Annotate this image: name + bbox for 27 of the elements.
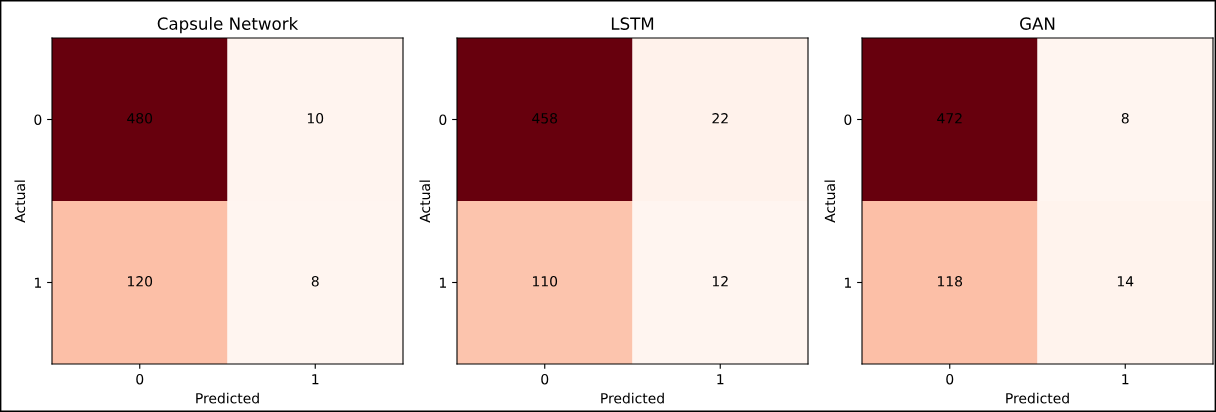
x-tick-label: 1	[312, 374, 319, 385]
data-label: 12	[712, 276, 728, 287]
data-label: 8	[311, 276, 319, 287]
data-label: 120	[128, 276, 153, 287]
x-tick-label: 1	[1122, 374, 1129, 385]
data-label: 118	[938, 276, 963, 287]
x-tick-label: 0	[946, 373, 954, 385]
x-tick-label: 0	[136, 373, 144, 385]
x-tick-label: 0	[541, 373, 549, 385]
x-axis-title: Predicted	[196, 392, 259, 404]
data-label: 8	[1121, 113, 1129, 124]
chart-title: Capsule Network	[157, 17, 299, 34]
x-axis-title: Predicted	[1006, 392, 1069, 404]
y-axis-title: Actual	[14, 180, 26, 223]
data-label: 472	[937, 113, 962, 124]
x-axis-title: Predicted	[601, 392, 664, 404]
data-label: 458	[532, 113, 558, 124]
data-label: 10	[307, 113, 324, 124]
chart-title: LSTM	[611, 17, 654, 30]
y-axis-title: Actual	[419, 180, 431, 223]
chart-title: GAN	[1020, 17, 1055, 30]
x-tick-label: 1	[717, 374, 724, 385]
data-label: 22	[712, 113, 728, 124]
y-axis-title: Actual	[824, 180, 836, 223]
data-label: 14	[1117, 276, 1134, 287]
data-label: 480	[127, 113, 153, 124]
data-label: 110	[533, 276, 558, 287]
